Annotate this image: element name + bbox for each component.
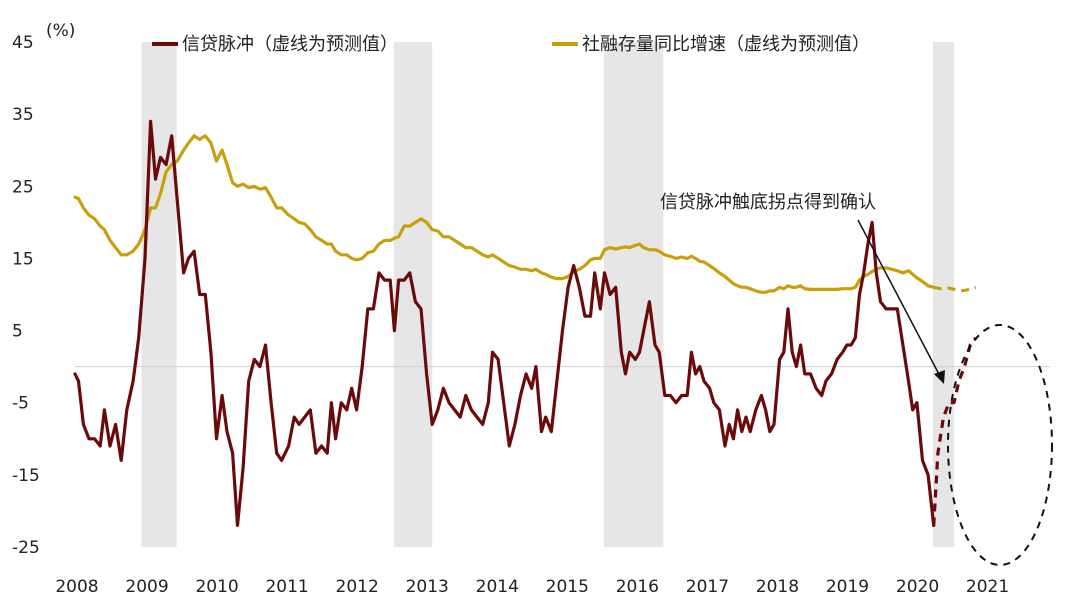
x-tick-label: 2008 — [55, 577, 98, 597]
annotation-circle — [947, 324, 1053, 566]
y-tick-label: 5 — [12, 322, 23, 342]
y-tick-label: 15 — [12, 249, 34, 269]
annotation-arrow — [857, 219, 943, 381]
legend-label-tsf-growth: 社融存量同比增速（虚线为预测值） — [582, 34, 870, 55]
x-tick-label: 2017 — [686, 577, 729, 597]
annotation-arrowhead — [934, 370, 945, 384]
x-tick-label: 2009 — [125, 577, 168, 597]
annotation-text: 信贷脉冲触底拐点得到确认 — [660, 192, 876, 213]
shaded-periods — [141, 42, 955, 547]
y-tick-label: 35 — [12, 105, 34, 125]
y-axis-ticks: 45 35 25 15 5 -5 -15 -25 — [12, 33, 40, 558]
x-tick-label: 2020 — [896, 577, 939, 597]
y-tick-label: -25 — [12, 538, 40, 558]
y-axis-unit-label: (%) — [46, 21, 75, 41]
x-tick-label: 2019 — [826, 577, 869, 597]
x-tick-label: 2015 — [546, 577, 589, 597]
x-tick-label: 2011 — [265, 577, 308, 597]
x-axis-ticks: 2008 2009 2010 2011 2012 2013 2014 2015 2016 2017… — [55, 577, 1009, 597]
series-forecast-credit-pulse — [932, 336, 978, 526]
legend-label-credit-pulse: 信贷脉冲（虚线为预测值） — [182, 34, 398, 55]
series-layer — [73, 119, 978, 527]
y-tick-label: -15 — [12, 466, 40, 486]
shaded-period-3 — [933, 42, 955, 547]
series-line-credit-pulse — [73, 119, 936, 527]
x-tick-label: 2018 — [756, 577, 799, 597]
legend: 信贷脉冲（虚线为预测值） 社融存量同比增速（虚线为预测值） — [152, 34, 870, 55]
x-tick-label: 2021 — [966, 577, 1009, 597]
y-tick-label: 45 — [12, 33, 34, 53]
x-tick-label: 2016 — [616, 577, 659, 597]
y-tick-label: -5 — [12, 394, 29, 414]
x-tick-label: 2014 — [476, 577, 519, 597]
annotation: 信贷脉冲触底拐点得到确认 — [660, 192, 1053, 566]
x-tick-label: 2010 — [195, 577, 238, 597]
shaded-period-2 — [603, 42, 664, 547]
shaded-period-0 — [141, 42, 177, 547]
x-tick-label: 2013 — [406, 577, 449, 597]
y-tick-label: 25 — [12, 177, 34, 197]
x-tick-label: 2012 — [336, 577, 379, 597]
series-line-tsf-growth — [73, 134, 936, 294]
